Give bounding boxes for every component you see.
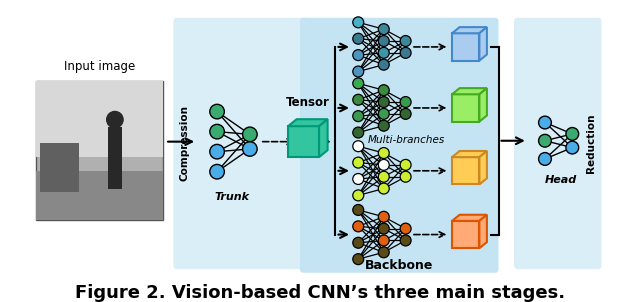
Bar	[36, 171, 163, 220]
Circle shape	[378, 97, 389, 108]
Circle shape	[378, 85, 389, 96]
Circle shape	[400, 235, 411, 246]
Polygon shape	[479, 88, 487, 122]
Circle shape	[400, 159, 411, 170]
Text: Head: Head	[545, 175, 577, 185]
Circle shape	[378, 247, 389, 258]
Bar	[40, 143, 79, 192]
Polygon shape	[452, 151, 487, 157]
Circle shape	[378, 183, 389, 194]
Polygon shape	[479, 215, 487, 248]
Circle shape	[378, 59, 389, 70]
Circle shape	[107, 111, 123, 128]
Circle shape	[353, 157, 364, 168]
Text: Input image: Input image	[64, 60, 135, 73]
Circle shape	[566, 127, 579, 140]
Circle shape	[400, 47, 411, 58]
Circle shape	[378, 235, 389, 246]
Circle shape	[400, 223, 411, 234]
Circle shape	[210, 124, 225, 139]
Circle shape	[539, 134, 551, 147]
Circle shape	[353, 204, 364, 215]
Text: Figure 2. Vision-based CNN’s three main stages.: Figure 2. Vision-based CNN’s three main …	[75, 284, 565, 302]
Bar	[36, 81, 163, 157]
Circle shape	[210, 164, 225, 179]
Circle shape	[378, 211, 389, 222]
Circle shape	[353, 237, 364, 248]
FancyBboxPatch shape	[300, 18, 499, 273]
Text: Tensor: Tensor	[286, 96, 330, 109]
Circle shape	[210, 104, 225, 119]
Circle shape	[353, 111, 364, 122]
Circle shape	[566, 141, 579, 154]
Polygon shape	[452, 27, 487, 33]
Circle shape	[353, 50, 364, 61]
Circle shape	[353, 141, 364, 152]
Circle shape	[378, 120, 389, 131]
Circle shape	[400, 171, 411, 182]
Polygon shape	[288, 126, 319, 157]
Circle shape	[378, 171, 389, 182]
Circle shape	[353, 174, 364, 185]
Circle shape	[243, 142, 257, 156]
Bar	[108, 127, 122, 189]
Polygon shape	[452, 221, 479, 248]
Circle shape	[400, 36, 411, 47]
Text: Backbone: Backbone	[365, 259, 433, 272]
FancyBboxPatch shape	[514, 18, 602, 269]
Circle shape	[378, 47, 389, 58]
Circle shape	[353, 221, 364, 232]
Polygon shape	[479, 151, 487, 185]
Circle shape	[378, 24, 389, 35]
Polygon shape	[479, 27, 487, 61]
Circle shape	[378, 108, 389, 119]
Circle shape	[400, 97, 411, 108]
Bar	[36, 81, 163, 220]
Circle shape	[378, 148, 389, 159]
Polygon shape	[452, 33, 479, 61]
Circle shape	[353, 190, 364, 201]
Text: Compression: Compression	[179, 105, 189, 182]
Circle shape	[353, 254, 364, 265]
Circle shape	[210, 144, 225, 159]
Circle shape	[378, 223, 389, 234]
Polygon shape	[319, 119, 328, 157]
Polygon shape	[452, 88, 487, 94]
Circle shape	[353, 94, 364, 105]
Circle shape	[243, 127, 257, 142]
Circle shape	[400, 108, 411, 119]
Circle shape	[353, 33, 364, 44]
Circle shape	[353, 127, 364, 138]
Polygon shape	[288, 119, 328, 126]
Circle shape	[539, 116, 551, 129]
Circle shape	[378, 159, 389, 170]
Circle shape	[353, 78, 364, 89]
Circle shape	[353, 17, 364, 28]
Text: Trunk: Trunk	[214, 192, 249, 202]
FancyBboxPatch shape	[173, 18, 311, 269]
Polygon shape	[452, 215, 487, 221]
Polygon shape	[452, 94, 479, 122]
Text: Reduction: Reduction	[586, 114, 595, 173]
Circle shape	[539, 153, 551, 165]
Text: Multi-branches: Multi-branches	[368, 135, 445, 145]
Circle shape	[353, 66, 364, 77]
Polygon shape	[452, 157, 479, 185]
Circle shape	[378, 36, 389, 47]
